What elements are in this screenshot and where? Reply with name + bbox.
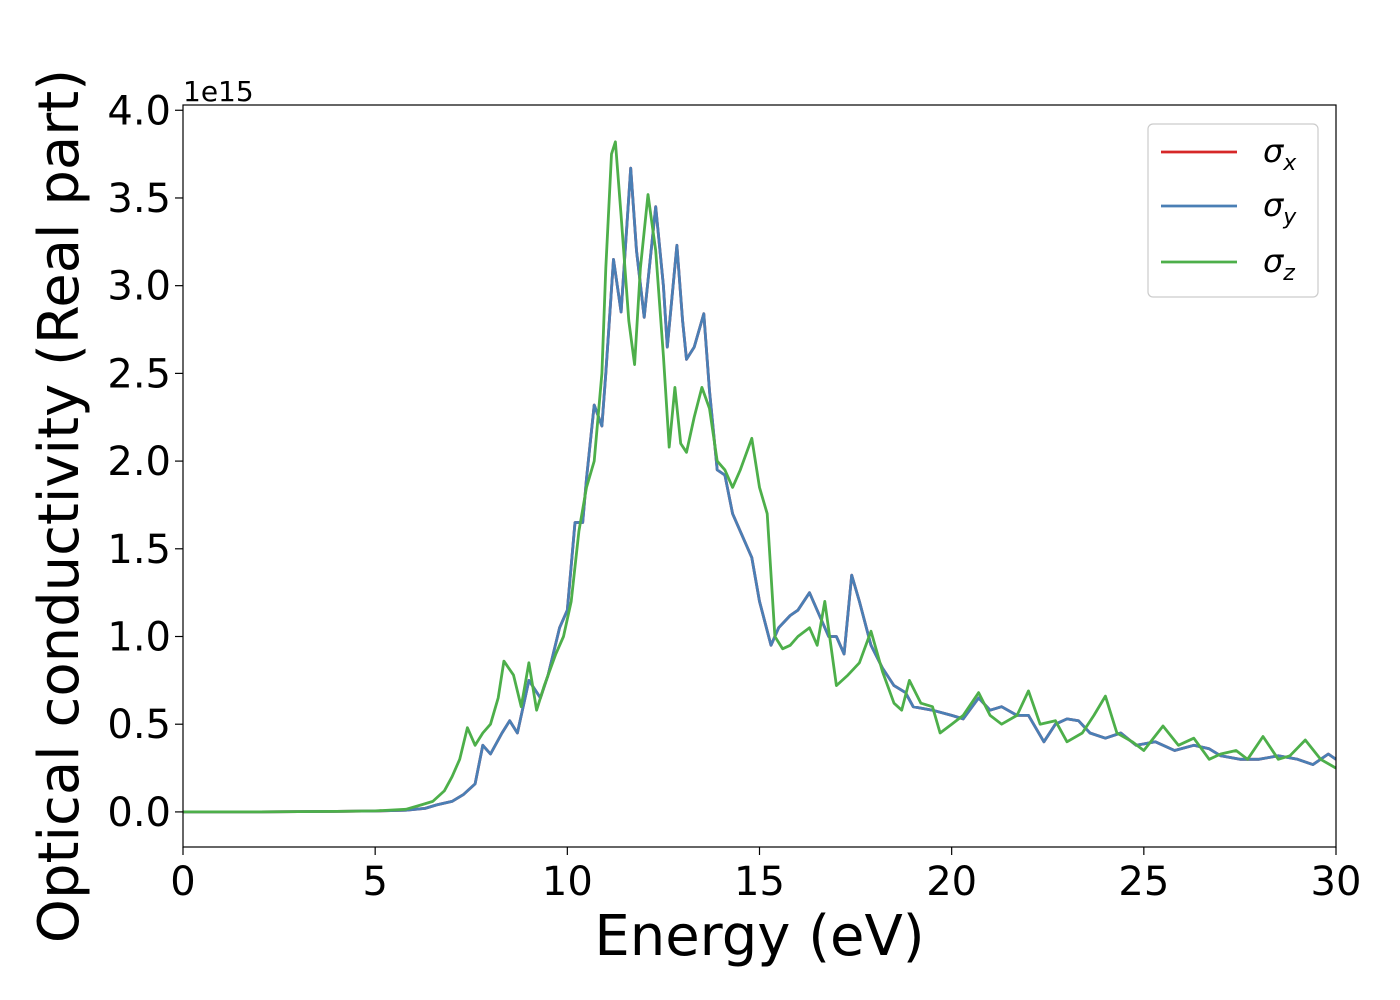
y-tick-label: 2.5 [107, 351, 171, 397]
legend-label-x: σx [1263, 132, 1297, 176]
x-tick-label: 10 [542, 859, 593, 905]
y-axis-title: Optical conductivity (Real part) [27, 69, 92, 943]
legend: σx σy σz [1147, 123, 1319, 298]
x-tick-label: 20 [926, 859, 977, 905]
x-tick-label: 25 [1118, 859, 1169, 905]
y-axis-offset-label: 1e15 [183, 75, 254, 108]
y-tick-label: 1.5 [107, 527, 171, 573]
x-tick-label: 15 [734, 859, 785, 905]
y-tick-label: 0.5 [107, 702, 171, 748]
x-axis-title: Energy (eV) [594, 904, 924, 969]
legend-label-y: σy [1263, 186, 1297, 230]
y-tick-label: 0.0 [107, 790, 171, 836]
series-line-z [183, 140, 1336, 814]
y-tick-label: 3.0 [107, 264, 171, 310]
y-tick-label: 2.0 [107, 439, 171, 485]
y-tick-label: 1.0 [107, 615, 171, 661]
y-tick-label: 4.0 [107, 88, 171, 134]
y-axis: 0.0 0.5 1.0 1.5 2.0 2.5 3.0 3.5 4.0 [107, 88, 183, 836]
series-line-y [183, 166, 1336, 814]
legend-box [1147, 123, 1319, 298]
x-tick-label: 0 [170, 859, 195, 905]
y-tick-label: 3.5 [107, 176, 171, 222]
x-tick-label: 30 [1311, 859, 1362, 905]
legend-label-z: σz [1263, 242, 1295, 286]
x-axis: 0 5 10 15 20 25 30 [170, 847, 1361, 905]
x-tick-label: 5 [362, 859, 387, 905]
